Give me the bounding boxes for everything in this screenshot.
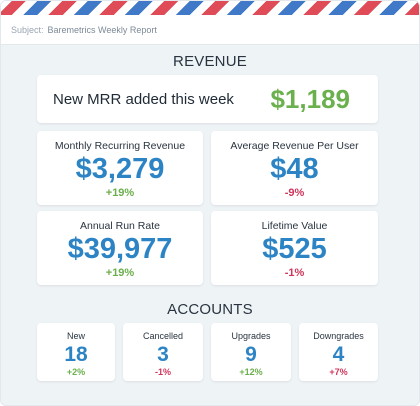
new-mrr-value: $1,189 — [270, 83, 350, 114]
account-value: 4 — [332, 343, 345, 366]
account-card-downgrades: Downgrades 4 +7% — [299, 323, 378, 381]
metric-card-ltv: Lifetime Value $525 -1% — [211, 211, 378, 285]
account-change: -1% — [154, 367, 171, 377]
account-card-new: New 18 +2% — [37, 323, 115, 381]
account-label: Downgrades — [313, 331, 364, 341]
account-value: 18 — [64, 343, 88, 366]
accounts-title: ACCOUNTS — [167, 301, 253, 318]
metric-label: Lifetime Value — [261, 220, 328, 232]
revenue-title: REVENUE — [173, 53, 247, 70]
subject-label: Subject: — [11, 24, 44, 35]
metric-value: $525 — [262, 233, 327, 265]
metric-change: -9% — [284, 187, 305, 199]
account-label: New — [66, 331, 85, 341]
account-card-cancelled: Cancelled 3 -1% — [123, 323, 203, 381]
metric-label: Average Revenue Per User — [230, 140, 359, 152]
metric-label: Annual Run Rate — [80, 220, 160, 232]
subject-bar: Subject: Baremetrics Weekly Report — [1, 15, 419, 45]
account-card-upgrades: Upgrades 9 +12% — [211, 323, 291, 381]
subject-value: Baremetrics Weekly Report — [47, 24, 157, 35]
new-mrr-card: New MRR added this week $1,189 — [37, 75, 378, 123]
metric-value: $48 — [270, 153, 319, 185]
account-value: 3 — [157, 343, 169, 366]
metric-card-arr: Annual Run Rate $39,977 +19% — [37, 211, 203, 285]
account-change: +12% — [239, 367, 263, 377]
metric-change: +19% — [105, 267, 135, 279]
metric-label: Monthly Recurring Revenue — [54, 140, 186, 152]
account-label: Cancelled — [142, 331, 184, 341]
account-change: +7% — [329, 367, 348, 377]
account-change: +2% — [66, 367, 86, 377]
airmail-stripe-border — [1, 1, 419, 15]
metric-change: -1% — [284, 267, 305, 279]
account-value: 9 — [245, 343, 257, 366]
account-label: Upgrades — [231, 331, 271, 341]
new-mrr-label: New MRR added this week — [53, 90, 234, 108]
metric-card-arpu: Average Revenue Per User $48 -9% — [211, 131, 378, 205]
metric-change: +19% — [105, 187, 135, 199]
metric-card-mrr: Monthly Recurring Revenue $3,279 +19% — [37, 131, 203, 205]
metric-value: $39,977 — [67, 233, 173, 265]
metric-value: $3,279 — [75, 153, 165, 185]
